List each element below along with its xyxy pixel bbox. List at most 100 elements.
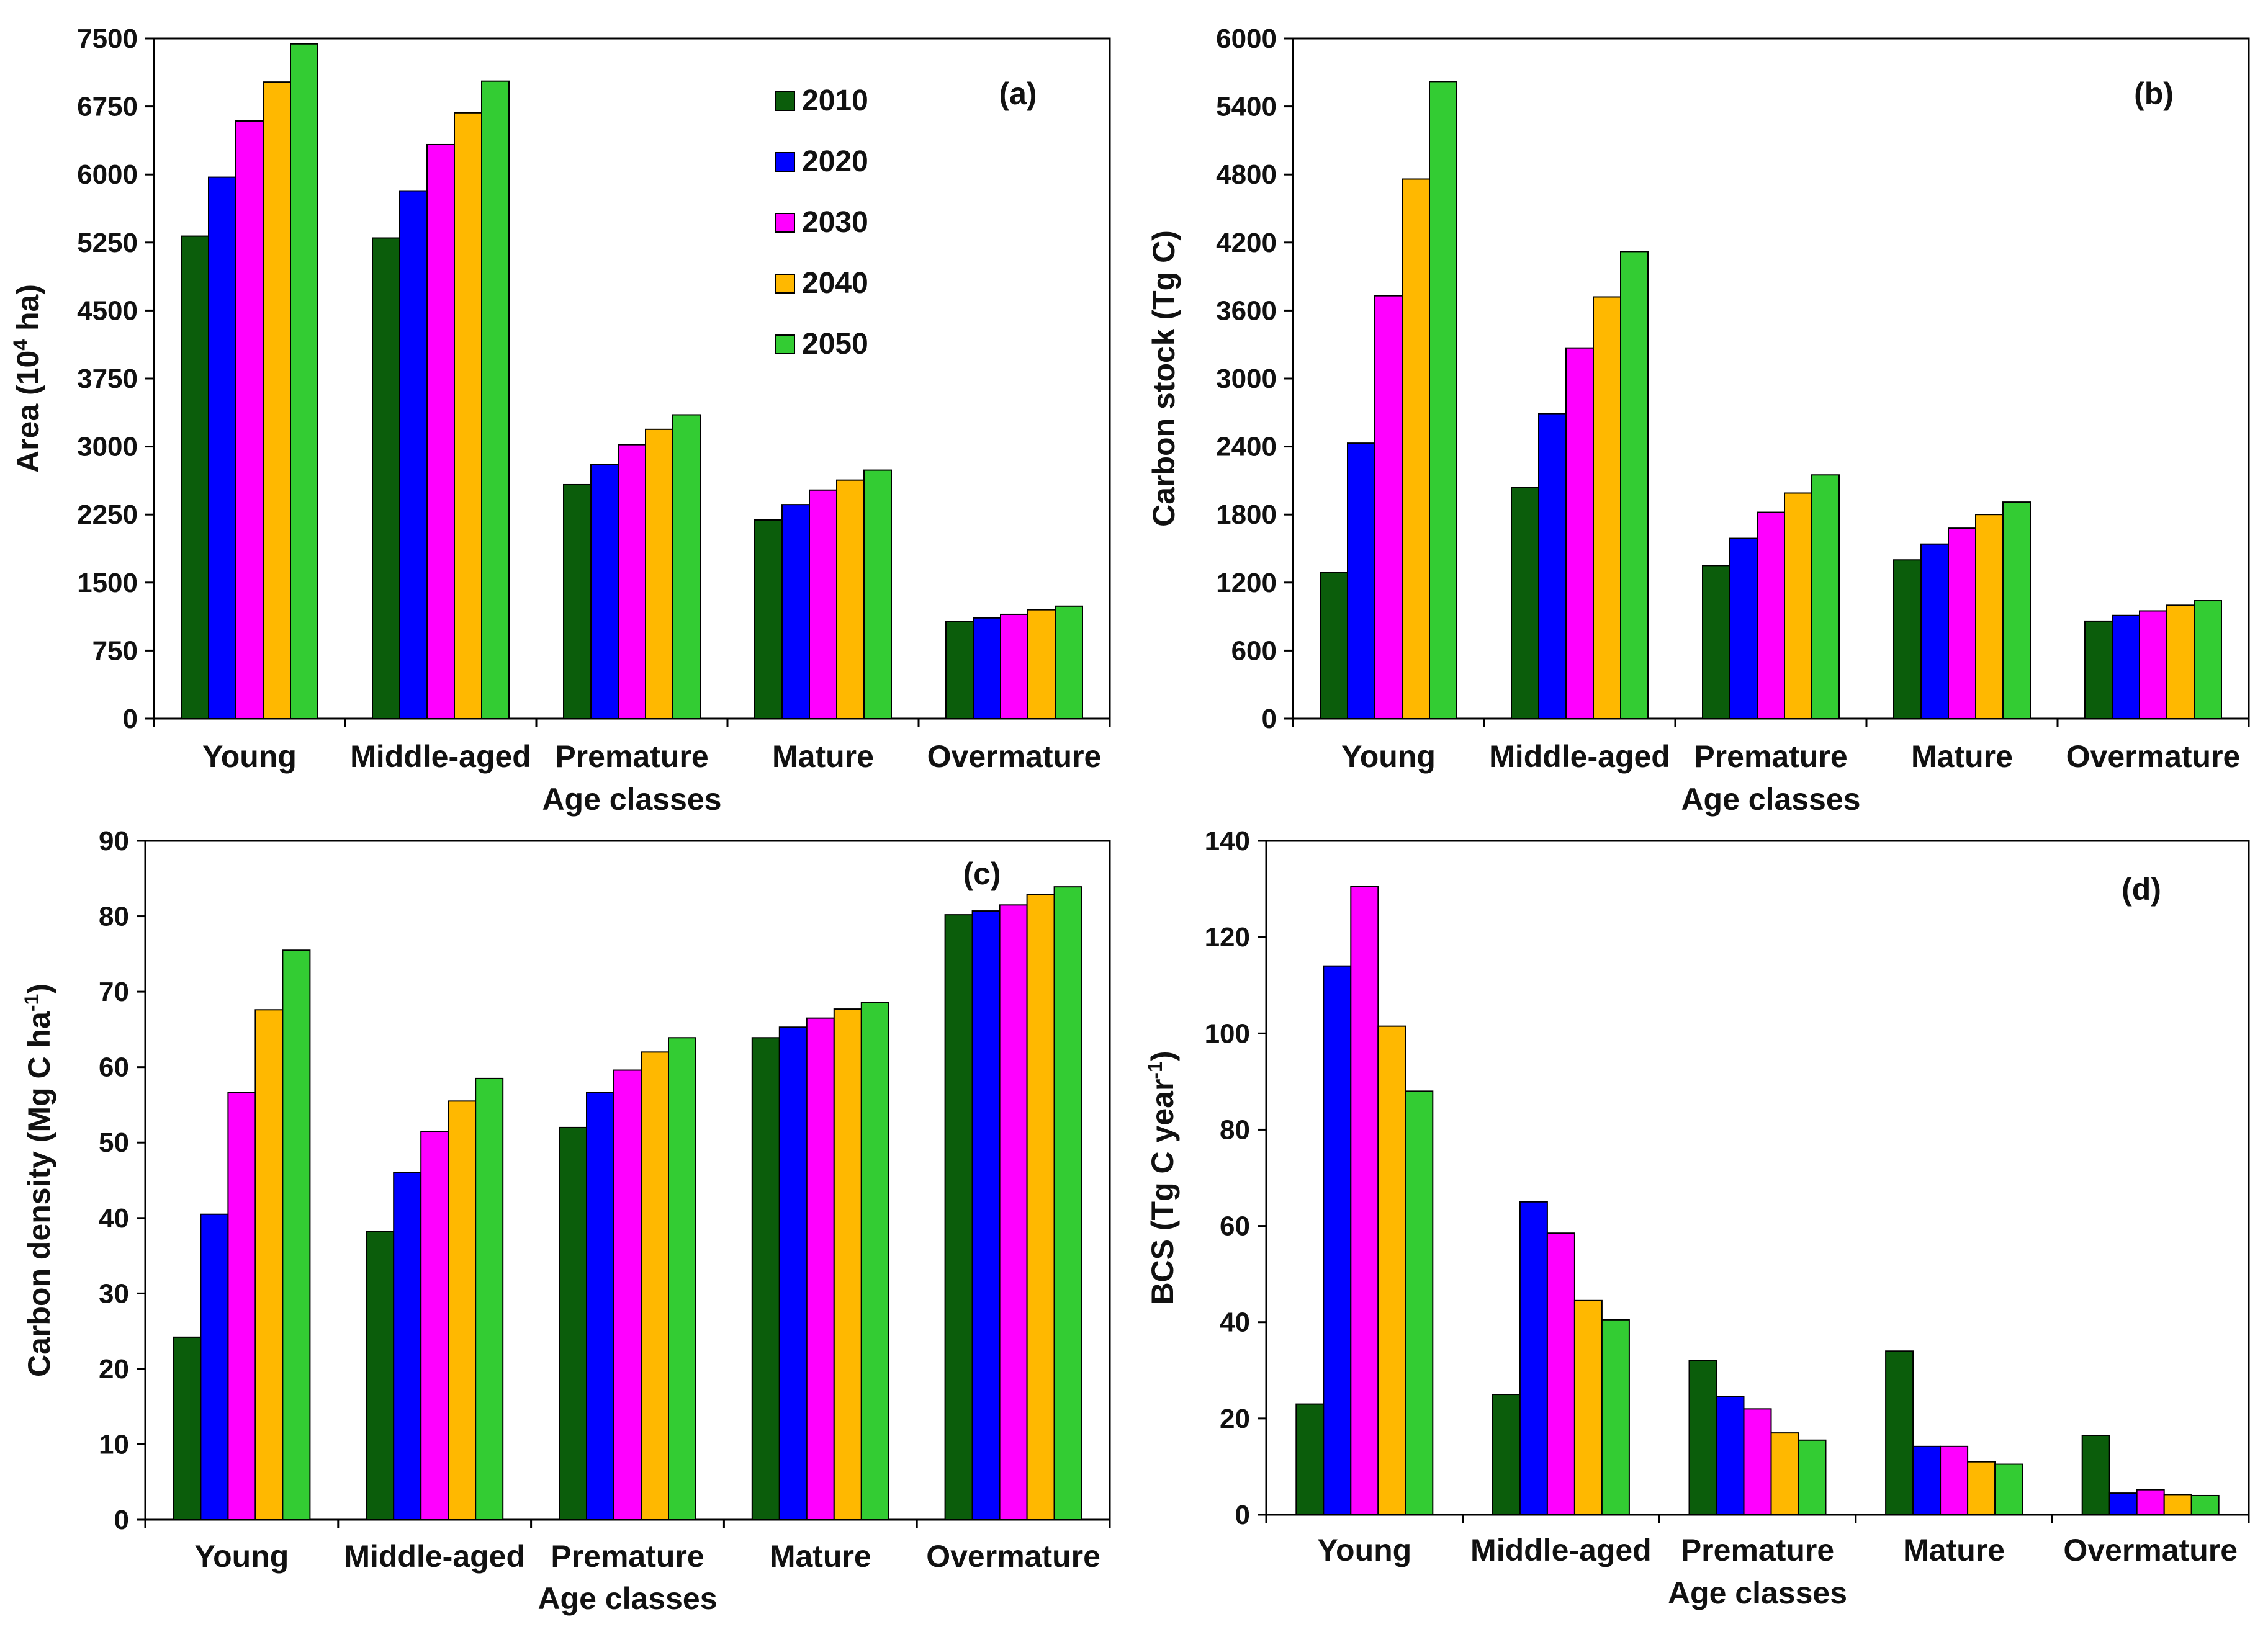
- y-axis-title-superscript: -1: [1144, 1061, 1166, 1079]
- y-tick-label: 2250: [77, 500, 138, 530]
- bar-2050-young: [1429, 81, 1457, 719]
- y-tick-label: 80: [1220, 1115, 1250, 1145]
- bar-2040-mature: [1967, 1461, 1996, 1515]
- x-category-label: Overmature: [2066, 739, 2241, 774]
- bar-2010-overmature: [944, 914, 973, 1520]
- x-category-label: Premature: [551, 1539, 704, 1574]
- bar-2010-young: [1320, 572, 1348, 719]
- bar-2050-middle-aged: [1620, 251, 1649, 719]
- legend-label-2050: 2050: [802, 328, 868, 361]
- bar-2010-overmature: [2084, 620, 2113, 720]
- bar-2050-young: [1405, 1090, 1434, 1516]
- y-tick-label: 3600: [1216, 295, 1277, 326]
- bar-2050-mature: [860, 1002, 889, 1520]
- bar-2020-overmature: [2112, 614, 2140, 719]
- bar-2010-mature: [1885, 1350, 1914, 1515]
- x-category-label: Mature: [1903, 1533, 2005, 1567]
- x-category-label: Premature: [555, 739, 708, 774]
- y-tick-label: 3750: [77, 364, 138, 394]
- bar-2040-premature: [645, 428, 673, 719]
- x-category-label: Mature: [772, 739, 874, 774]
- bar-2010-young: [1295, 1403, 1325, 1515]
- bar-2020-overmature: [2108, 1492, 2138, 1515]
- x-category-label: Mature: [1911, 739, 2013, 774]
- bar-2030-premature: [613, 1069, 642, 1521]
- legend-label-2030: 2030: [802, 206, 868, 239]
- bar-2030-young: [1374, 295, 1403, 719]
- bar-2040-middle-aged: [454, 112, 482, 719]
- y-tick-label: 0: [123, 704, 138, 734]
- y-tick-label: 90: [99, 826, 129, 856]
- y-tick-label: 30: [99, 1278, 129, 1309]
- y-axis-title: Carbon density (Mg C ha-1): [20, 984, 56, 1377]
- legend-label-2040: 2040: [802, 267, 868, 300]
- panel-label: (c): [963, 856, 1001, 891]
- bar-2040-overmature: [1026, 894, 1055, 1520]
- bar-2030-mature: [809, 489, 837, 720]
- bar-2030-middle-aged: [420, 1130, 449, 1520]
- bar-2050-overmature: [1053, 886, 1082, 1521]
- bar-2040-middle-aged: [1573, 1299, 1603, 1515]
- bar-2050-young: [290, 43, 318, 720]
- bar-2030-overmature: [2136, 1489, 2165, 1515]
- bar-2020-premature: [1729, 537, 1758, 719]
- bar-2050-overmature: [2194, 600, 2222, 719]
- bar-2020-middle-aged: [1538, 413, 1567, 719]
- bar-2040-young: [263, 81, 291, 719]
- panel-a-area-chart: 0 750 1500 2250 3000 3750 4500 5250 6000 6750 7500…: [9, 24, 1111, 817]
- panel-label: (b): [2134, 76, 2174, 111]
- bar-2010-premature: [559, 1126, 587, 1520]
- bar-2010-young: [173, 1336, 202, 1520]
- bar-2030-mature: [1940, 1445, 1969, 1516]
- bar-2030-middle-aged: [426, 143, 455, 719]
- x-axis-title: Age classes: [1681, 782, 1860, 817]
- y-axis-title: BCS (Tg C year-1): [1144, 1051, 1180, 1304]
- x-axis-title: Age classes: [542, 782, 721, 817]
- y-tick-label: 5400: [1216, 92, 1277, 122]
- x-category-label: Middle-aged: [350, 739, 531, 774]
- y-tick-label: 750: [92, 635, 138, 666]
- bar-2020-mature: [1920, 543, 1949, 720]
- y-tick-label: 20: [99, 1354, 129, 1384]
- x-category-label: Premature: [1681, 1533, 1834, 1567]
- y-axis-title: Carbon stock (Tg C): [1146, 230, 1181, 527]
- bar-2050-premature: [672, 414, 701, 719]
- bar-2040-middle-aged: [448, 1100, 477, 1521]
- bar-2030-premature: [618, 444, 646, 719]
- y-tick-label: 50: [99, 1128, 129, 1158]
- panel-c-carbon-density-chart: 0 10 20 30 40 50 60 70 80 90 Young Middle-aged Prema…: [20, 826, 1111, 1616]
- bar-2040-premature: [1784, 492, 1812, 719]
- y-tick-label: 4200: [1216, 228, 1277, 258]
- bar-2040-middle-aged: [1593, 296, 1621, 720]
- y-axis-title-main: Area (10: [11, 351, 45, 473]
- y-tick-label: 1800: [1216, 500, 1277, 530]
- bar-2050-premature: [1811, 474, 1840, 719]
- bar-2010-premature: [563, 483, 592, 719]
- y-tick-label: 10: [99, 1429, 129, 1460]
- y-axis-title: Area (104 ha): [9, 284, 45, 473]
- bar-2030-middle-aged: [1565, 347, 1594, 719]
- bar-2030-premature: [1743, 1408, 1772, 1515]
- bar-2020-premature: [590, 464, 619, 719]
- bar-2010-mature: [1893, 559, 1922, 719]
- x-axis-title: Age classes: [538, 1581, 717, 1616]
- y-tick-label: 6750: [77, 92, 138, 122]
- bar-2050-overmature: [1055, 605, 1083, 720]
- y-tick-label: 120: [1205, 922, 1250, 953]
- bar-2050-young: [282, 949, 311, 1521]
- y-tick-label: 6000: [1216, 24, 1277, 54]
- y-tick-label: 4500: [77, 295, 138, 326]
- bar-2040-overmature: [2163, 1494, 2192, 1515]
- bar-2030-young: [227, 1092, 256, 1521]
- bar-2050-middle-aged: [1601, 1319, 1630, 1515]
- bar-2020-premature: [586, 1092, 614, 1521]
- bar-2030-premature: [1757, 511, 1785, 720]
- legend-swatch-2030: [775, 213, 795, 233]
- y-tick-label: 2400: [1216, 432, 1277, 462]
- y-tick-label: 100: [1205, 1018, 1250, 1049]
- y-tick-label: 3000: [1216, 364, 1277, 394]
- y-tick-label: 1500: [77, 568, 138, 598]
- bar-2040-young: [254, 1009, 284, 1520]
- bar-2050-mature: [863, 469, 892, 719]
